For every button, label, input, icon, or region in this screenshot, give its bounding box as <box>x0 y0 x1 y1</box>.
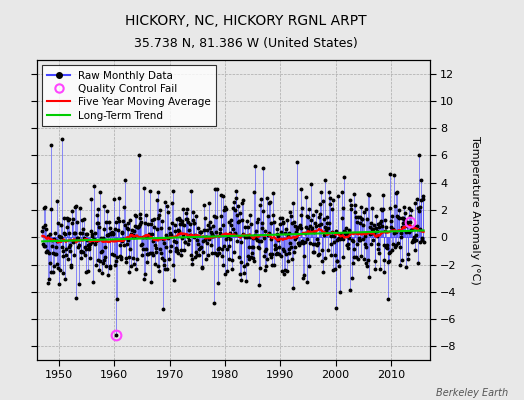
Y-axis label: Temperature Anomaly (°C): Temperature Anomaly (°C) <box>471 136 481 284</box>
Text: HICKORY, NC, HICKORY RGNL ARPT: HICKORY, NC, HICKORY RGNL ARPT <box>125 14 367 28</box>
Legend: Raw Monthly Data, Quality Control Fail, Five Year Moving Average, Long-Term Tren: Raw Monthly Data, Quality Control Fail, … <box>42 65 216 126</box>
Text: 35.738 N, 81.386 W (United States): 35.738 N, 81.386 W (United States) <box>134 37 358 50</box>
Text: Berkeley Earth: Berkeley Earth <box>436 388 508 398</box>
